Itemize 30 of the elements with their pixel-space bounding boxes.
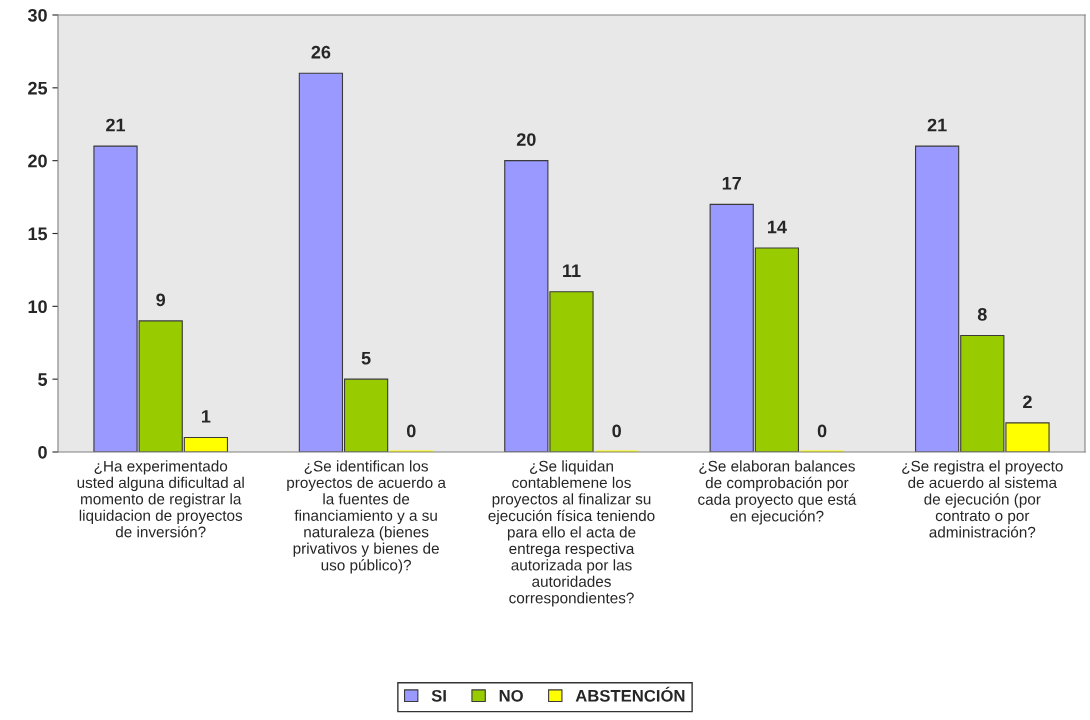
data-label: 21 (927, 118, 947, 132)
data-label: 20 (516, 133, 536, 146)
category-label: ¿Se liquidan contablemene los proyectos al finalizar su ejecución física teniendo para ello el acta de entrega respectiva autorizada por las autoridades correspondientes? (488, 460, 655, 607)
data-label: 14 (768, 220, 787, 234)
x-tick-label: ¿Se identifican los proyectos de acuerdo a la fuentes de financiamiento y a su naturaleza (bienes privativos y bienes de uso público)? (287, 460, 446, 574)
data-label: 11 (563, 264, 581, 277)
y-tick-label: 25 (28, 81, 48, 95)
legend-label: ABSTENCIÓN (575, 686, 685, 702)
data-label: 2 (1023, 395, 1032, 409)
data-label: 0 (612, 424, 621, 438)
data-label: 8 (977, 308, 987, 321)
x-tick-label: ¿Se registra el proyecto de acuerdo al sistema de ejecución (por contrato o por administración? (902, 460, 1063, 538)
data-label: 1 (202, 410, 211, 423)
data-label: 0 (406, 424, 416, 438)
x-tick-label: ¿Ha experimentado usted alguna dificultad al momento de registrar la liquidacion de proyectos de inversión? (77, 460, 244, 538)
data-label: 21 (106, 118, 126, 132)
y-tick-label: 15 (28, 227, 48, 241)
data-label: 17 (722, 177, 741, 190)
data-label: 0 (817, 424, 827, 438)
data-label: 26 (311, 45, 331, 59)
y-tick-label: 0 (38, 445, 47, 459)
y-tick-label: 10 (28, 300, 47, 314)
y-tick-label: 5 (38, 373, 48, 386)
legend-label: SI (431, 689, 446, 702)
data-label: 9 (156, 293, 166, 307)
y-tick-label: 20 (28, 154, 47, 168)
data-label: 5 (361, 351, 371, 365)
y-tick-label: 30 (27, 8, 47, 22)
legend-label: NO (499, 689, 523, 702)
x-tick-label: ¿Se elaboran balances de comprobación por cada proyecto que está en ejecución? (698, 460, 857, 525)
